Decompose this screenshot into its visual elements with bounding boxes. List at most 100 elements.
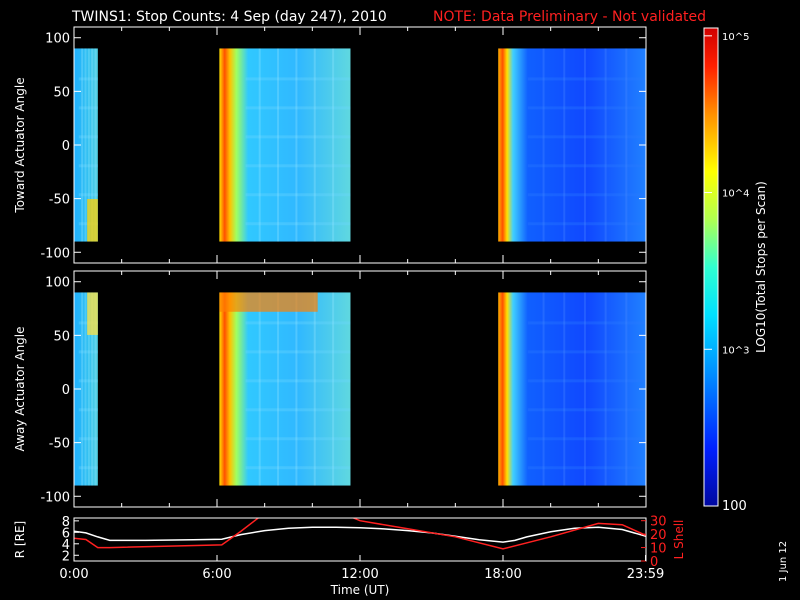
y-axis-label: Toward Actuator Angle [13, 77, 27, 213]
data-block-streak [625, 48, 628, 242]
y-tick-label: -50 [49, 193, 70, 208]
data-block-streak [94, 292, 97, 486]
data-block-stripe [527, 106, 646, 110]
data-block-stripe [245, 379, 351, 383]
data-block-streak [87, 292, 90, 486]
data-block-streak [313, 48, 316, 242]
preliminary-note: NOTE: Data Preliminary - Not validated [433, 9, 706, 25]
data-block-stripe [78, 77, 98, 81]
data-block-stripe [78, 106, 98, 110]
data-block-streak [332, 48, 335, 242]
colorbar-tick-label: 10^3 [722, 345, 749, 356]
data-block-streak [277, 48, 280, 242]
data-block-stripe [527, 350, 646, 354]
x-tick-label: 18:00 [484, 567, 521, 582]
data-block-stripe [245, 106, 351, 110]
y-left-tick-label: 4 [62, 538, 70, 553]
data-block-streak [81, 292, 84, 486]
data-block [219, 292, 351, 486]
data-block-stripe [527, 164, 646, 168]
data-block-stripe [78, 437, 98, 441]
data-block-stripe [527, 408, 646, 412]
data-block-streak [84, 48, 87, 242]
data-block-stripe [245, 437, 351, 441]
colorbar-label: LOG10(Total Stops per Scan) [754, 181, 768, 353]
data-block-stripe [245, 350, 351, 354]
x-tick-label: 23:59 [627, 567, 664, 582]
chart-title: TWINS1: Stop Counts: 4 Sep (day 247), 20… [71, 9, 387, 25]
data-block-stripe [78, 408, 98, 412]
panel-away: 100 50 0 -50 -100 Away Actuator Angle [13, 270, 647, 508]
colorbar-ticks: 10^5 10^4 10^3 100 [704, 32, 749, 514]
data-block-stripe [245, 135, 351, 139]
y-tick-label: -100 [40, 490, 70, 505]
data-block [74, 48, 98, 242]
y-left-axis-label: R [RE] [13, 521, 27, 558]
data-block-streak [583, 48, 586, 242]
data-block-stripe [245, 408, 351, 412]
data-block-stripe [78, 193, 98, 197]
y-tick-label: 0 [62, 139, 70, 154]
y-tick-label: 100 [45, 276, 70, 291]
data-block-stripe [527, 379, 646, 383]
y-tick-label: 100 [45, 32, 70, 47]
data-block-stripe [245, 77, 351, 81]
data-block-stripe [527, 466, 646, 470]
data-block-stripe [527, 193, 646, 197]
data-block-stripe [527, 437, 646, 441]
data-block-hotspot [219, 292, 318, 312]
data-block-streak [563, 48, 566, 242]
data-block-streak [295, 48, 298, 242]
y-tick-label: 50 [53, 329, 70, 344]
data-block-streak [87, 48, 90, 242]
data-block [219, 48, 351, 242]
colorbar-tick-label: 10^4 [722, 189, 749, 200]
data-block-stripe [245, 193, 351, 197]
data-block-streak [258, 48, 261, 242]
colorbar: LOG10(Total Stops per Scan) 10^5 10^4 10^3… [703, 27, 768, 514]
data-block-streak [277, 292, 280, 486]
y-axis-label: Away Actuator Angle [13, 326, 27, 451]
data-block [74, 292, 98, 486]
data-block-stripe [245, 321, 351, 325]
data-block-hotspot [87, 292, 98, 335]
y-right-tick-label: 0 [650, 555, 658, 570]
data-block-stripe [245, 222, 351, 226]
data-block-streak [295, 292, 298, 486]
x-tick-label: 0:00 [59, 567, 88, 582]
panel-toward: 100 50 0 -50 -100 Toward Actuator Angle [13, 26, 647, 264]
data-block-streak [604, 48, 607, 242]
colorbar-tick-label: 100 [722, 499, 747, 514]
y-tick-label: 50 [53, 85, 70, 100]
y-left-tick-label: 8 [62, 515, 70, 530]
data-block-streak [542, 48, 545, 242]
data-block [498, 48, 646, 242]
data-block-stripe [527, 77, 646, 81]
colorbar-tick-label: 10^5 [722, 32, 749, 43]
data-block-streak [91, 48, 94, 242]
y-tick-label: -50 [49, 437, 70, 452]
data-block-streak [583, 292, 586, 486]
data-block-stripe [245, 466, 351, 470]
l-shell-series-line [74, 518, 646, 550]
data-block [498, 292, 646, 486]
data-block-stripe [78, 164, 98, 168]
data-block-hotspot [87, 199, 98, 242]
y-left-tick-label: 6 [62, 526, 70, 541]
data-block-stripe [78, 350, 98, 354]
x-axis-label: Time (UT) [330, 583, 390, 597]
y-right-axis-label: L Shell [672, 520, 686, 560]
y-right-tick-label: 20 [650, 528, 667, 543]
data-block-streak [313, 292, 316, 486]
data-block-streak [563, 292, 566, 486]
data-block-stripe [78, 466, 98, 470]
data-block-stripe [527, 135, 646, 139]
data-block-streak [94, 48, 97, 242]
data-block-streak [604, 292, 607, 486]
data-block-streak [91, 292, 94, 486]
data-block-streak [332, 292, 335, 486]
y-right-tick-label: 10 [650, 542, 667, 557]
data-block-stripe [245, 164, 351, 168]
